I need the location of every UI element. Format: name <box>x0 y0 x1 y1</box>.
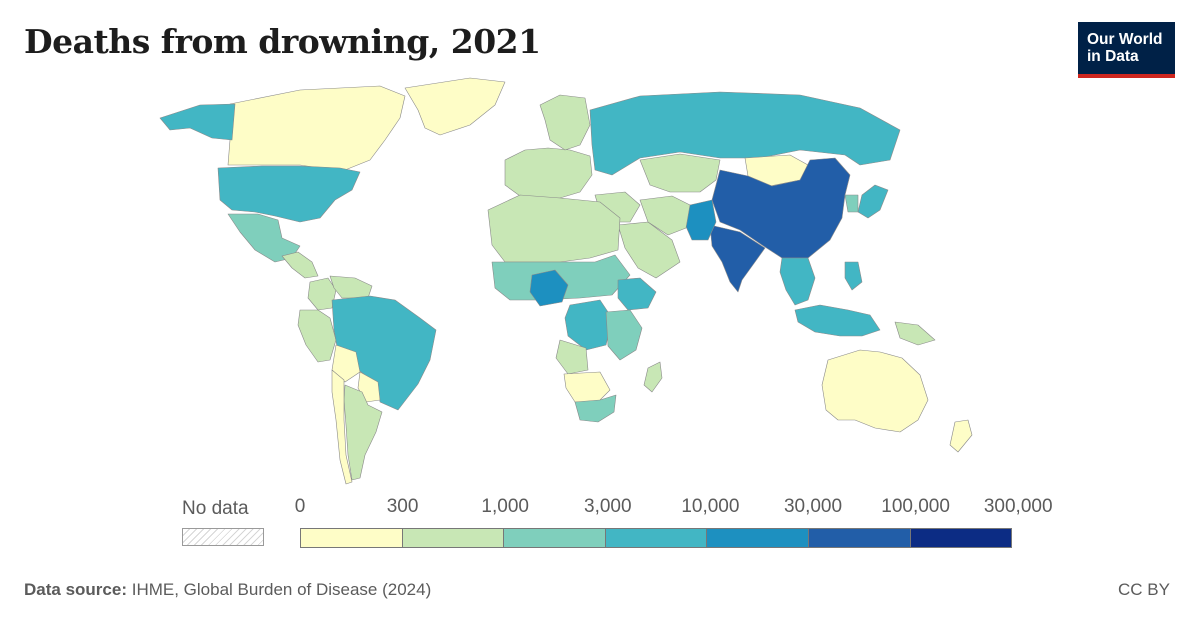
country-south-africa[interactable] <box>574 394 617 423</box>
country-australia[interactable] <box>821 349 929 433</box>
country-colombia[interactable] <box>307 277 337 311</box>
legend-tick-label: 1,000 <box>481 496 529 517</box>
chart-title: Deaths from drowning, 2021 <box>24 22 541 61</box>
country-madagascar[interactable] <box>643 361 663 393</box>
legend-bin-2[interactable] <box>503 528 606 548</box>
country-namibia-botswana[interactable] <box>563 371 611 403</box>
country-iran[interactable] <box>639 195 691 236</box>
logo-line-2: in Data <box>1087 48 1139 65</box>
legend-bin-6[interactable] <box>909 528 1013 548</box>
legend-tick-label: 10,000 <box>681 496 740 517</box>
world-map <box>159 77 973 485</box>
license-label[interactable]: CC BY <box>1118 580 1170 599</box>
country-china[interactable] <box>711 157 851 259</box>
country-koreas[interactable] <box>844 194 859 213</box>
country-peru[interactable] <box>297 309 337 363</box>
country-western-europe[interactable] <box>504 147 593 201</box>
data-source: Data source: IHME, Global Burden of Dise… <box>24 580 431 600</box>
legend-tick-label: 0 <box>294 496 306 517</box>
legend-bin-0[interactable] <box>300 528 403 548</box>
data-source-label: Data source: <box>24 580 127 599</box>
legend-no-data-label: No data <box>182 498 249 519</box>
country-dr-congo[interactable] <box>564 299 613 351</box>
country-north-africa[interactable] <box>487 194 621 263</box>
country-philippines[interactable] <box>844 261 863 291</box>
country-east-africa[interactable] <box>605 309 643 361</box>
country-russia[interactable] <box>589 91 901 176</box>
country-indonesia[interactable] <box>794 304 881 337</box>
country-nigeria[interactable] <box>529 269 569 307</box>
country-arabian-peninsula[interactable] <box>617 221 681 279</box>
country-kazakhstan[interactable] <box>639 153 721 193</box>
legend-bin-3[interactable] <box>604 528 708 548</box>
owid-logo[interactable]: Our World in Data <box>1078 22 1175 78</box>
legend-bin-4[interactable] <box>706 528 809 548</box>
data-source-text: IHME, Global Burden of Disease (2024) <box>131 580 432 599</box>
country-greenland[interactable] <box>404 77 506 136</box>
country-united-states[interactable] <box>217 165 361 223</box>
legend-color-scale <box>300 528 1013 548</box>
legend-bin-5[interactable] <box>807 528 911 548</box>
country-argentina[interactable] <box>343 384 383 481</box>
country-central-america[interactable] <box>281 251 319 279</box>
country-venezuela[interactable] <box>329 275 373 299</box>
country-angola[interactable] <box>555 339 589 375</box>
country-scandinavia[interactable] <box>539 94 591 151</box>
country-papua-new-guinea[interactable] <box>894 321 936 346</box>
country-ethiopia[interactable] <box>617 277 657 311</box>
country-alaska[interactable] <box>159 103 236 141</box>
country-new-zealand[interactable] <box>949 419 973 453</box>
country-japan[interactable] <box>857 184 889 219</box>
legend-bin-1[interactable] <box>401 528 505 548</box>
legend-tick-label: 300 <box>386 496 419 517</box>
legend-tick-label: 30,000 <box>783 496 843 517</box>
legend-tick-label: 3,000 <box>584 496 632 517</box>
country-southeast-asia[interactable] <box>779 257 816 306</box>
country-bolivia[interactable] <box>331 344 361 383</box>
logo-line-1: Our World <box>1087 31 1163 48</box>
legend-tick-label: 100,000 <box>881 496 950 517</box>
country-india[interactable] <box>709 224 766 293</box>
legend-no-data-swatch <box>182 528 264 546</box>
country-chile[interactable] <box>331 369 353 485</box>
legend-tick-label: 300,000 <box>983 496 1053 517</box>
logo-accent-bar <box>1078 74 1175 78</box>
country-canada[interactable] <box>227 85 406 171</box>
country-paraguay[interactable] <box>357 371 381 403</box>
country-mexico[interactable] <box>227 213 301 263</box>
